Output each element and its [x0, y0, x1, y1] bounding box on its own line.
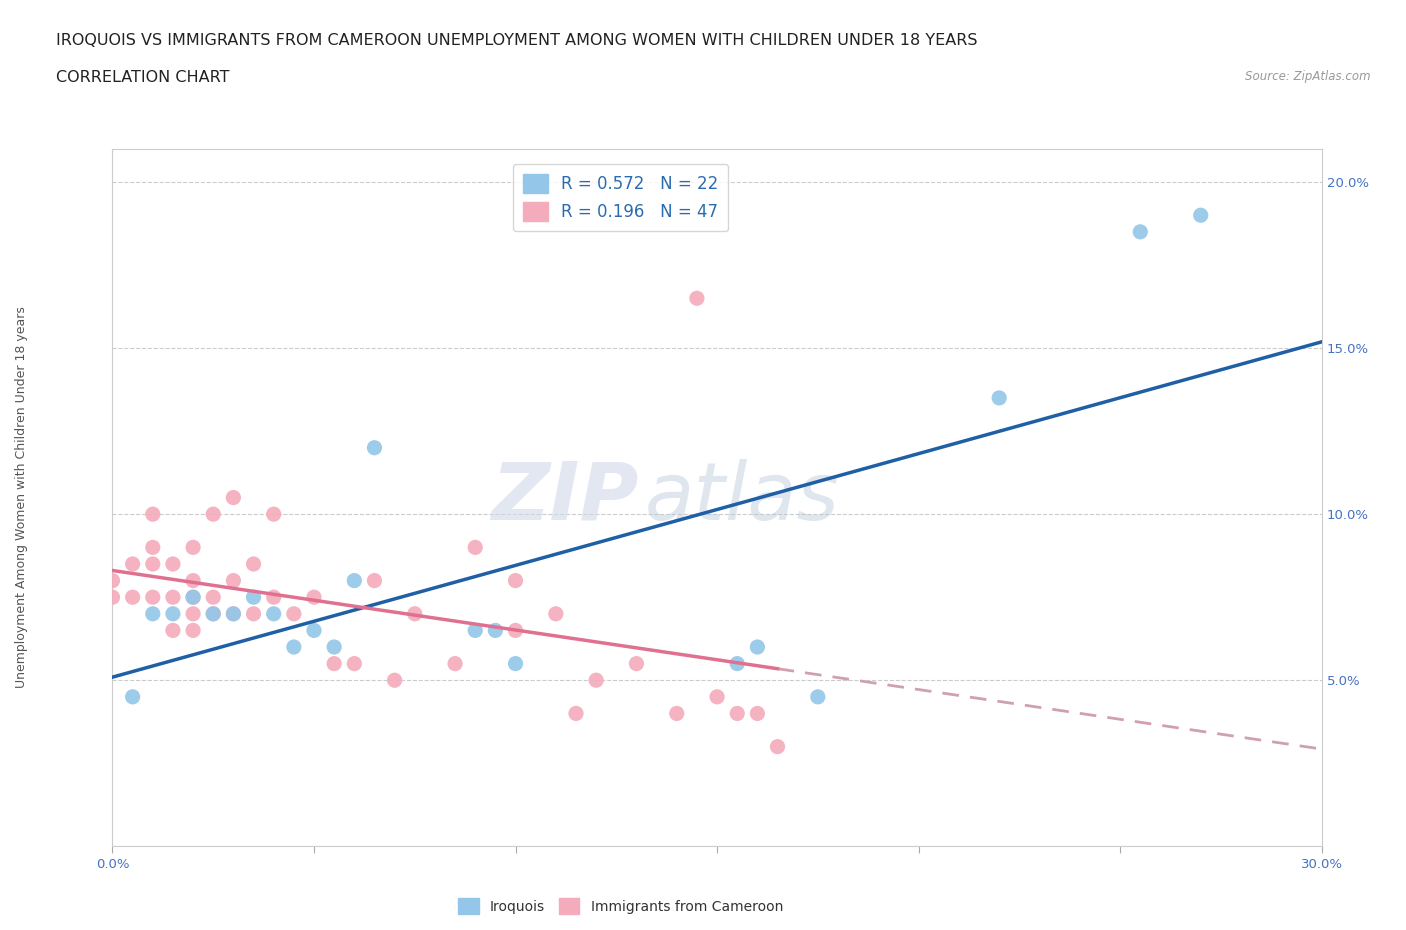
Point	[565, 706, 588, 721]
Text: Unemployment Among Women with Children Under 18 years: Unemployment Among Women with Children U…	[14, 307, 28, 688]
Point	[202, 606, 225, 621]
Point	[464, 540, 486, 555]
Point	[242, 556, 264, 571]
Point	[222, 490, 245, 505]
Point	[665, 706, 688, 721]
Point	[181, 590, 204, 604]
Point	[121, 689, 143, 704]
Text: atlas: atlas	[644, 458, 839, 537]
Point	[706, 689, 728, 704]
Text: IROQUOIS VS IMMIGRANTS FROM CAMEROON UNEMPLOYMENT AMONG WOMEN WITH CHILDREN UNDE: IROQUOIS VS IMMIGRANTS FROM CAMEROON UNE…	[56, 33, 977, 47]
Point	[747, 706, 769, 721]
Point	[202, 606, 225, 621]
Point	[142, 507, 165, 522]
Point	[181, 590, 204, 604]
Point	[363, 440, 385, 455]
Point	[807, 689, 830, 704]
Point	[263, 590, 285, 604]
Point	[202, 590, 225, 604]
Point	[747, 640, 769, 655]
Point	[222, 606, 245, 621]
Point	[263, 606, 285, 621]
Point	[505, 657, 527, 671]
Point	[162, 590, 184, 604]
Point	[484, 623, 506, 638]
Point	[323, 657, 346, 671]
Text: CORRELATION CHART: CORRELATION CHART	[56, 70, 229, 85]
Point	[585, 672, 607, 687]
Point	[181, 623, 204, 638]
Point	[343, 657, 366, 671]
Point	[323, 640, 346, 655]
Point	[444, 657, 467, 671]
Legend: Iroquois, Immigrants from Cameroon: Iroquois, Immigrants from Cameroon	[453, 893, 789, 920]
Point	[101, 573, 124, 588]
Point	[181, 573, 204, 588]
Point	[142, 540, 165, 555]
Point	[142, 590, 165, 604]
Point	[242, 606, 264, 621]
Point	[505, 623, 527, 638]
Point	[302, 590, 325, 604]
Point	[988, 391, 1011, 405]
Point	[242, 590, 264, 604]
Point	[302, 623, 325, 638]
Point	[162, 623, 184, 638]
Point	[343, 573, 366, 588]
Point	[626, 657, 648, 671]
Point	[181, 540, 204, 555]
Point	[363, 573, 385, 588]
Point	[162, 556, 184, 571]
Point	[101, 590, 124, 604]
Point	[222, 573, 245, 588]
Point	[263, 507, 285, 522]
Point	[1129, 224, 1152, 239]
Point	[181, 606, 204, 621]
Point	[404, 606, 426, 621]
Point	[384, 672, 406, 687]
Point	[222, 606, 245, 621]
Point	[505, 573, 527, 588]
Point	[162, 606, 184, 621]
Point	[283, 640, 305, 655]
Point	[725, 706, 748, 721]
Point	[686, 291, 709, 306]
Point	[283, 606, 305, 621]
Point	[121, 590, 143, 604]
Point	[464, 623, 486, 638]
Point	[725, 657, 748, 671]
Point	[544, 606, 567, 621]
Point	[142, 606, 165, 621]
Text: ZIP: ZIP	[491, 458, 638, 537]
Point	[202, 507, 225, 522]
Text: Source: ZipAtlas.com: Source: ZipAtlas.com	[1246, 70, 1371, 83]
Point	[121, 556, 143, 571]
Point	[1189, 207, 1212, 222]
Point	[766, 739, 789, 754]
Point	[142, 556, 165, 571]
